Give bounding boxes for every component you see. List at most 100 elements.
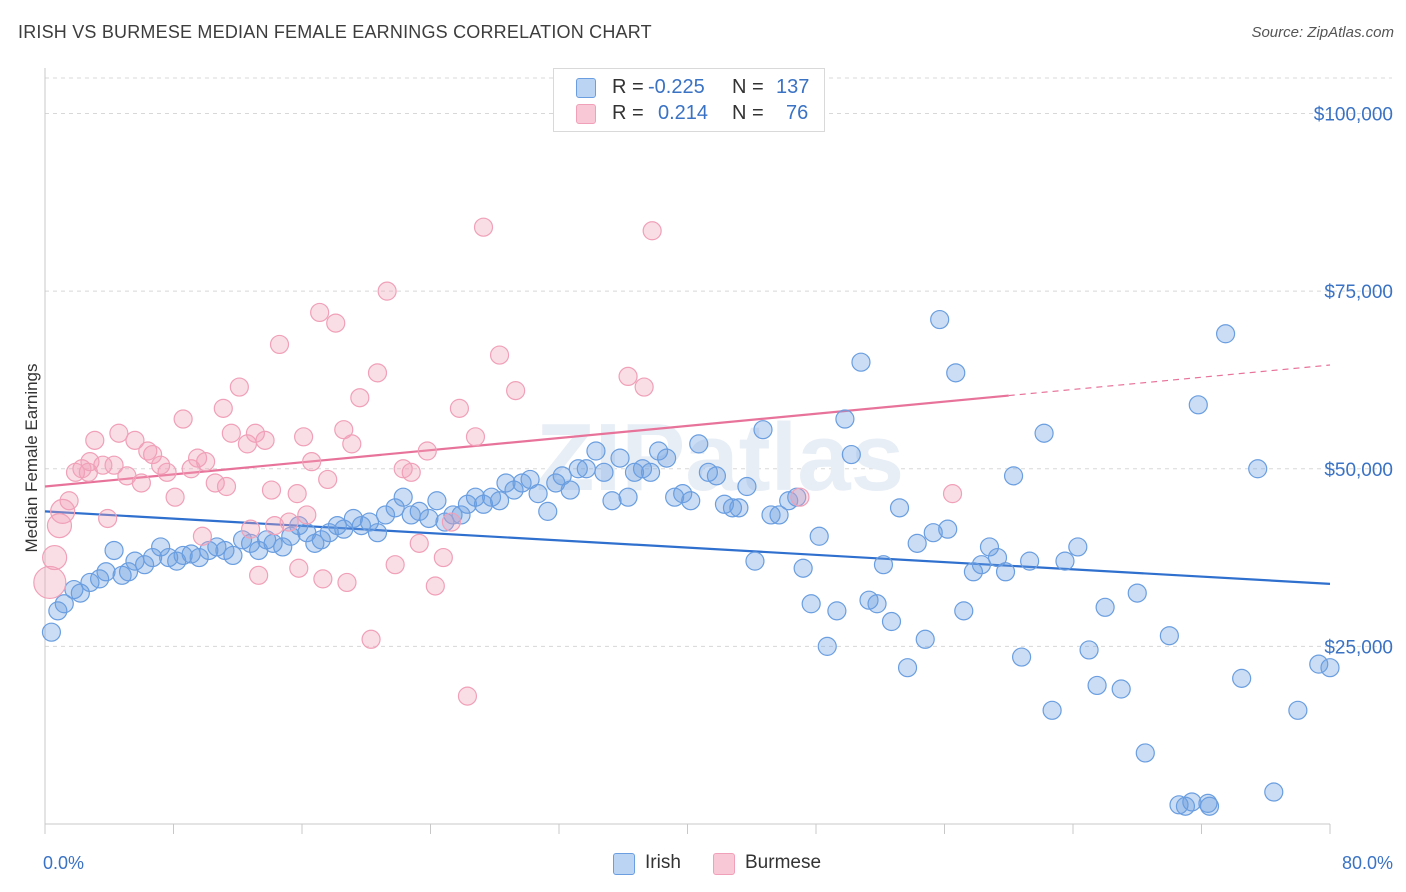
burmese-trend-extension [1008, 364, 1331, 397]
irish-point-53 [465, 487, 486, 507]
burmese-point-63 [634, 377, 654, 397]
irish-point-125 [1055, 551, 1075, 571]
irish-point-139 [1248, 459, 1268, 479]
burmese-r-label: R = [612, 102, 644, 124]
irish-point-76 [648, 441, 669, 461]
burmese-point-22 [173, 409, 193, 429]
irish-point-68 [586, 441, 606, 461]
irish-point-85 [722, 498, 743, 518]
irish-point-54 [473, 494, 494, 514]
x-tick-label-1: 80.0% [1342, 853, 1393, 873]
burmese-point-13 [109, 423, 129, 443]
irish-point-14 [151, 537, 171, 557]
burmese-point-56 [449, 398, 470, 418]
burmese-point-46 [367, 363, 388, 383]
series-irish [41, 309, 1340, 816]
irish-point-127 [1079, 640, 1099, 660]
irish-swatch [576, 78, 596, 98]
irish-point-67 [576, 459, 596, 479]
burmese-point-50 [401, 462, 421, 482]
burmese-point-21 [165, 487, 185, 507]
burmese-point-0 [33, 565, 67, 600]
irish-point-110 [923, 523, 943, 543]
irish-point-81 [689, 434, 709, 454]
burmese-point-72 [337, 572, 357, 593]
burmese-point-57 [457, 686, 478, 706]
irish-point-62 [538, 501, 558, 521]
irish-point-107 [897, 658, 918, 678]
burmese-point-34 [269, 334, 290, 355]
irish-point-51 [451, 505, 471, 525]
irish-point-88 [745, 551, 765, 571]
irish-point-103 [867, 594, 887, 614]
irish-point-29 [273, 537, 293, 557]
irish-point-113 [946, 363, 966, 383]
irish-point-49 [435, 512, 455, 532]
irish-point-50 [443, 505, 463, 525]
irish-point-95 [801, 594, 821, 614]
irish-point-104 [873, 555, 894, 575]
irish-point-109 [915, 629, 935, 649]
irish-point-126 [1068, 537, 1088, 557]
irish-point-4 [70, 583, 90, 603]
irish-point-98 [827, 601, 847, 621]
irish-point-43 [385, 498, 405, 518]
burmese-point-18 [143, 444, 163, 465]
irish-point-61 [528, 484, 548, 504]
irish-point-41 [367, 523, 388, 543]
axes [44, 68, 1331, 834]
irish-point-121 [1011, 647, 1032, 667]
correlation-legend: R = -0.225 N = 137 R = 0.214 N = 76 [553, 68, 825, 132]
irish-point-111 [930, 309, 950, 330]
y-axis-label: Median Female Earnings [22, 364, 41, 553]
irish-point-34 [311, 530, 331, 550]
x-tick-labels: 0.0% 80.0% [43, 853, 1393, 873]
irish-point-97 [817, 636, 837, 656]
irish-point-47 [419, 508, 439, 529]
irish-point-128 [1087, 675, 1107, 696]
burmese-point-51 [409, 533, 429, 553]
irish-point-75 [640, 462, 661, 482]
burmese-point-71 [313, 569, 333, 589]
irish-point-100 [841, 444, 861, 465]
data-points [33, 217, 1340, 816]
chart-title: IRISH VS BURMESE MEDIAN FEMALE EARNINGS … [18, 22, 652, 42]
y-tick-label-0: $25,000 [1324, 637, 1393, 658]
irish-point-133 [1159, 626, 1179, 646]
burmese-point-4 [59, 491, 79, 511]
irish-point-70 [602, 491, 622, 511]
burmese-n-value: 76 [786, 102, 809, 124]
burmese-point-15 [125, 430, 145, 450]
bottom-burmese-swatch [713, 853, 735, 875]
burmese-point-1 [42, 544, 68, 571]
burmese-point-40 [318, 469, 338, 490]
irish-point-143 [1320, 658, 1340, 678]
irish-point-99 [835, 409, 855, 429]
irish-point-89 [753, 420, 773, 440]
irish-point-56 [489, 491, 510, 511]
irish-point-42 [375, 505, 396, 525]
burmese-point-33 [261, 480, 282, 500]
irish-point-57 [496, 473, 516, 493]
irish-r-label: R = [612, 76, 644, 98]
irish-point-140 [1264, 782, 1284, 802]
burmese-point-8 [80, 452, 100, 472]
irish-point-52 [457, 494, 478, 514]
irish-point-130 [1111, 679, 1131, 699]
burmese-point-61 [506, 381, 526, 401]
irish-point-8 [104, 540, 124, 561]
irish-point-131 [1127, 583, 1147, 603]
irish-point-129 [1095, 597, 1115, 617]
burmese-n-label: N = [732, 102, 764, 124]
irish-point-35 [319, 523, 339, 543]
irish-point-86 [729, 498, 749, 518]
burmese-point-35 [279, 512, 299, 532]
irish-point-12 [134, 555, 155, 575]
irish-point-69 [594, 462, 614, 482]
burmese-point-36 [287, 484, 307, 504]
irish-point-87 [737, 476, 757, 497]
irish-point-90 [761, 505, 781, 525]
irish-point-137 [1215, 324, 1236, 344]
burmese-point-43 [342, 434, 362, 454]
